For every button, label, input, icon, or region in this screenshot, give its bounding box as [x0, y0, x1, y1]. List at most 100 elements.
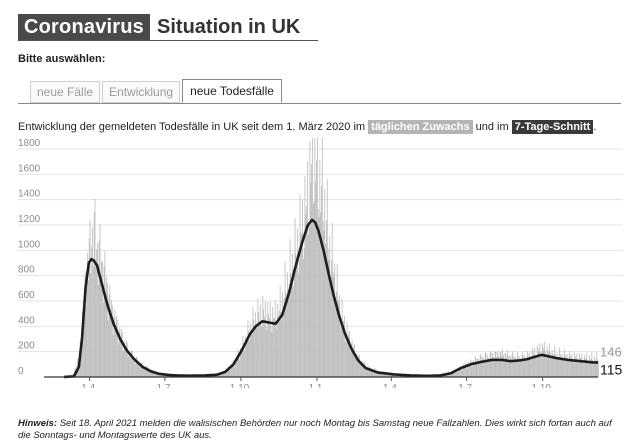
daily-bar: [529, 353, 530, 377]
daily-bar: [504, 362, 505, 377]
daily-bar: [315, 182, 316, 377]
daily-bar: [548, 350, 549, 377]
daily-bar: [90, 220, 91, 377]
daily-bar: [312, 138, 313, 377]
daily-bar: [462, 370, 463, 377]
daily-bar: [349, 331, 350, 377]
y-tick-label: 0: [18, 366, 24, 377]
daily-bar: [582, 361, 583, 377]
daily-bar: [299, 260, 300, 377]
daily-bar: [135, 364, 136, 377]
daily-bar: [280, 286, 281, 377]
daily-bar: [104, 266, 105, 377]
daily-bar: [500, 352, 501, 377]
daily-bar: [123, 351, 124, 377]
daily-bar: [577, 354, 578, 377]
daily-bar: [364, 361, 365, 377]
daily-bar: [578, 363, 579, 377]
x-axis: 1.4.1.7.1.10.1.1.1.4.1.7.1.10.: [81, 377, 553, 388]
daily-bar: [267, 302, 268, 377]
daily-bar: [546, 358, 547, 377]
tab-neue-faelle[interactable]: neue Fälle: [30, 81, 100, 103]
daily-bar: [513, 356, 514, 377]
daily-bar: [314, 201, 315, 377]
daily-bar: [305, 214, 306, 377]
daily-bar: [257, 298, 258, 377]
daily-bar: [304, 248, 305, 377]
daily-bar: [350, 351, 351, 377]
y-tick-label: 1400: [18, 189, 41, 200]
legend-chip-average: 7-Tage-Schnitt: [512, 120, 594, 134]
tabs-divider: [18, 103, 621, 104]
daily-bar: [121, 329, 122, 377]
daily-bar: [486, 353, 487, 377]
daily-bar: [248, 321, 249, 377]
daily-bar: [554, 346, 555, 377]
daily-bar: [251, 334, 252, 377]
daily-bar: [234, 366, 235, 377]
daily-bar: [274, 318, 275, 377]
x-tick-label: 1.4.: [81, 383, 98, 388]
daily-bar: [267, 330, 268, 377]
daily-bar: [564, 349, 565, 377]
daily-bar: [566, 359, 567, 377]
tab-entwicklung[interactable]: Entwicklung: [102, 81, 180, 103]
daily-bar: [108, 321, 109, 377]
daily-bar: [330, 281, 331, 377]
description-prefix: Entwicklung der gemeldeten Todesfälle in…: [18, 121, 365, 133]
daily-bar: [295, 253, 296, 377]
daily-bar: [241, 351, 242, 377]
daily-bar: [529, 359, 530, 377]
daily-bar: [307, 161, 308, 377]
daily-bar: [242, 350, 243, 377]
daily-bar: [317, 138, 318, 377]
daily-bar: [262, 327, 263, 377]
daily-bar: [128, 357, 129, 377]
daily-bar: [296, 261, 297, 377]
daily-bar: [476, 358, 477, 377]
daily-bar: [505, 353, 506, 377]
daily-bar: [579, 354, 580, 377]
daily-bar: [362, 366, 363, 377]
daily-bar: [571, 359, 572, 377]
daily-bar: [542, 343, 543, 377]
daily-bar: [337, 264, 338, 377]
daily-bar: [512, 351, 513, 377]
daily-bar: [254, 329, 255, 377]
daily-bar: [556, 360, 557, 377]
daily-bar: [342, 299, 343, 377]
daily-bar: [497, 351, 498, 377]
daily-bar: [596, 352, 597, 377]
daily-bar: [261, 325, 262, 377]
daily-bar: [150, 372, 151, 377]
daily-bar: [239, 359, 240, 377]
select-label: Bitte auswählen:: [18, 53, 105, 65]
daily-bar: [562, 359, 563, 377]
daily-bar: [130, 358, 131, 377]
daily-bar: [233, 364, 234, 377]
daily-bar: [281, 320, 282, 377]
daily-bar: [372, 372, 373, 377]
daily-bar: [263, 310, 264, 377]
x-tick-label: 1.7.: [157, 383, 174, 388]
daily-bar: [527, 351, 528, 377]
daily-bar: [562, 353, 563, 377]
tab-neue-todesfaelle[interactable]: neue Todesfälle: [182, 79, 282, 103]
daily-bar: [103, 303, 104, 377]
daily-bar: [276, 324, 277, 377]
daily-bar: [327, 179, 328, 377]
daily-bar: [88, 280, 89, 377]
daily-bar: [145, 370, 146, 377]
daily-bar: [85, 306, 86, 377]
y-tick-label: 1200: [18, 214, 41, 225]
daily-bar: [102, 262, 103, 377]
daily-bar: [505, 354, 506, 377]
daily-bar: [256, 327, 257, 377]
daily-bar: [503, 355, 504, 377]
daily-bar: [551, 359, 552, 377]
x-tick-label: 1.7.: [458, 383, 475, 388]
daily-bar: [271, 332, 272, 377]
daily-bar: [507, 350, 508, 377]
hint-note: Hinweis: Seit 18. April 2021 melden die …: [18, 418, 623, 442]
daily-bar: [489, 362, 490, 377]
